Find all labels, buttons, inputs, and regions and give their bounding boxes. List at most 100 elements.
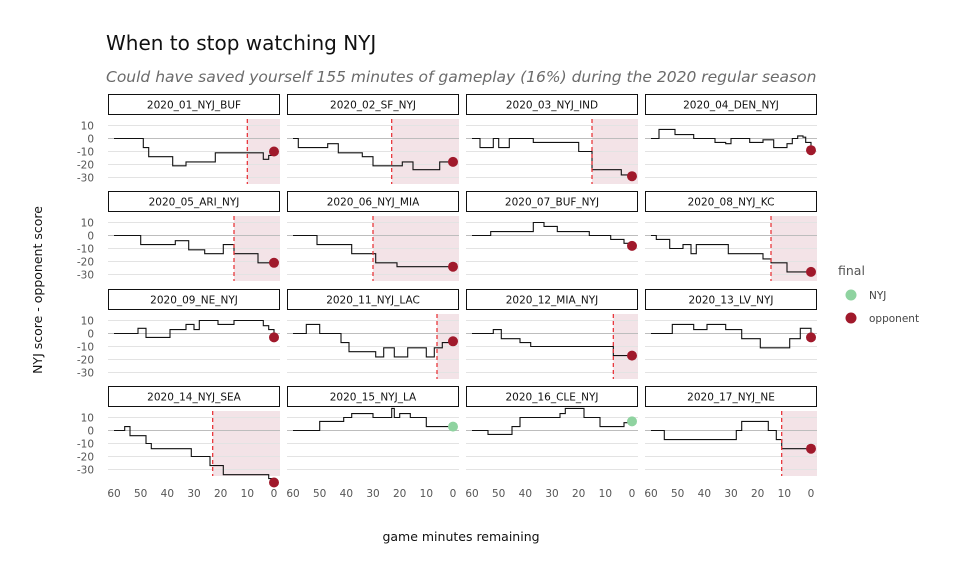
x-tick-label: 20 [393, 488, 406, 500]
facet-panel: 2020_14_NYJ_SEA 100-10-20-30 [77, 386, 280, 488]
chart-subtitle: Could have saved yourself 155 minutes of… [106, 68, 816, 86]
final-score-point [806, 332, 816, 343]
x-tick-label: 40 [161, 488, 174, 500]
facet-panels: 2020_01_NYJ_BUF100-10-20-302020_02_SF_NY… [77, 94, 817, 488]
score-diff-line [293, 137, 453, 171]
legend-label: NYJ [869, 290, 886, 302]
legend-title: final [838, 263, 865, 278]
y-tick-label: -10 [77, 243, 94, 255]
x-tick-label: 30 [187, 488, 200, 500]
facet-strip-label: 2020_11_NYJ_LAC [326, 295, 420, 307]
score-diff-line [293, 234, 453, 268]
y-tick-label: -20 [77, 159, 94, 171]
score-diff-line [651, 323, 812, 349]
y-axis-title: NYJ score - opponent score [30, 206, 45, 374]
y-tick-label: 10 [81, 412, 94, 424]
facet-strip-label: 2020_02_SF_NYJ [330, 100, 416, 112]
y-tick-label: 0 [87, 328, 94, 340]
y-tick-label: 0 [87, 133, 94, 145]
y-tick-label: -20 [77, 354, 94, 366]
facet-strip [108, 289, 280, 310]
facet-strip [466, 289, 638, 310]
facet-strip [287, 191, 459, 212]
facet-panel: 2020_12_MIA_NYJ [466, 289, 638, 379]
x-tick-label: 0 [808, 488, 815, 500]
x-tick-label: 0 [450, 488, 457, 500]
x-tick-label: 60 [465, 488, 478, 500]
facet-strip-label: 2020_12_MIA_NYJ [506, 295, 599, 307]
x-tick-label: 60 [107, 488, 120, 500]
final-score-point [448, 156, 458, 167]
facet-strip [645, 94, 817, 115]
score-diff-line [651, 420, 811, 450]
facet-strip-label: 2020_04_DEN_NYJ [683, 100, 779, 112]
x-tick-label: 30 [366, 488, 379, 500]
facet-panel: 2020_08_NYJ_KC [645, 191, 817, 281]
final-score-point [806, 443, 816, 454]
y-tick-label: -10 [77, 341, 94, 353]
x-tick-label: 10 [420, 488, 433, 500]
facet-panel: 2020_17_NYJ_NE [645, 386, 817, 476]
legend-key [845, 289, 857, 301]
x-tick-label: 30 [724, 488, 737, 500]
facet-strip-label: 2020_07_BUF_NYJ [505, 197, 599, 209]
score-diff-line [293, 323, 454, 358]
final-score-point [269, 146, 279, 157]
final-score-point [627, 416, 637, 427]
score-diff-line [651, 234, 811, 273]
x-tick-label: 60 [644, 488, 657, 500]
final-score-point [627, 350, 637, 361]
facet-panel: 2020_04_DEN_NYJ [645, 94, 817, 178]
score-diff-line [114, 426, 275, 483]
x-tick-label: 0 [271, 488, 278, 500]
final-score-point [269, 332, 279, 343]
facet-panel: 2020_09_NE_NYJ 100-10-20-30 [77, 289, 280, 379]
facet-panel: 2020_15_NYJ_LA [287, 386, 459, 470]
facet-strip-label: 2020_15_NYJ_LA [330, 392, 417, 404]
x-tick-label: 20 [751, 488, 764, 500]
score-diff-line [114, 234, 274, 264]
facet-strip [287, 289, 459, 310]
facet-panel: 2020_06_NYJ_MIA [287, 191, 459, 281]
x-tick-label: 50 [134, 488, 147, 500]
final-score-point [806, 266, 816, 277]
facet-strip [645, 191, 817, 212]
score-diff-line [472, 137, 633, 177]
facet-strip [287, 94, 459, 115]
facet-strip-label: 2020_03_NYJ_IND [506, 100, 598, 112]
y-tick-label: -20 [77, 256, 94, 268]
legend: final NYJ opponent [838, 263, 919, 325]
x-tick-label: 0 [629, 488, 636, 500]
facet-strip [108, 94, 280, 115]
facet-panel: 2020_05_ARI_NYJ 100-10-20-30 [77, 191, 280, 281]
y-tick-label: -20 [77, 451, 94, 463]
x-tick-label: 10 [241, 488, 254, 500]
facet-strip [108, 386, 280, 407]
facet-panel: 2020_03_NYJ_IND [466, 94, 638, 184]
score-diff-line [114, 137, 275, 167]
facet-panel: 2020_01_NYJ_BUF 100-10-20-30 [77, 94, 280, 184]
facet-strip-label: 2020_17_NYJ_NE [687, 392, 775, 404]
facet-strip [645, 289, 817, 310]
x-tick-label: 60 [286, 488, 299, 500]
y-tick-label: -30 [77, 464, 94, 476]
facet-panel: 2020_16_CLE_NYJ [466, 386, 638, 470]
facet-strip [466, 191, 638, 212]
x-tick-label: 40 [519, 488, 532, 500]
x-tick-label: 20 [214, 488, 227, 500]
facet-panel: 2020_07_BUF_NYJ [466, 191, 638, 275]
facet-panel: 2020_13_LV_NYJ [645, 289, 817, 373]
score-diff-line [472, 407, 633, 435]
y-tick-label: -10 [77, 146, 94, 158]
y-tick-label: 10 [81, 217, 94, 229]
facet-strip-label: 2020_13_LV_NYJ [688, 295, 773, 307]
facet-strip-label: 2020_16_CLE_NYJ [505, 392, 598, 404]
x-tick-label: 50 [671, 488, 684, 500]
y-tick-label: -30 [77, 367, 94, 379]
x-tick-label: 50 [313, 488, 326, 500]
x-tick-label: 40 [340, 488, 353, 500]
x-tick-label: 20 [572, 488, 585, 500]
facet-panel: 2020_11_NYJ_LAC [287, 289, 459, 379]
final-score-point [448, 336, 458, 347]
